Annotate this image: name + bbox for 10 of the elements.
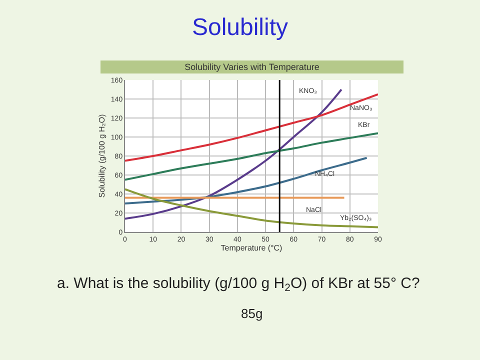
chart-title: Solubility xyxy=(192,14,288,41)
line-series xyxy=(125,188,378,228)
chart-subtitle: Solubility Varies with Temperature xyxy=(184,62,320,72)
line-series xyxy=(125,156,368,204)
text: 85g xyxy=(241,306,263,321)
line-series xyxy=(125,132,378,181)
line-series xyxy=(125,93,378,162)
x-axis-title: Temperature (°C) xyxy=(220,244,283,252)
text: a. What is the solubility (g/100 g H$_{2}$O) of KBr at 55° C? xyxy=(57,275,420,294)
y-axis-title: Solubility (g/100 g H₂O) xyxy=(98,114,107,198)
